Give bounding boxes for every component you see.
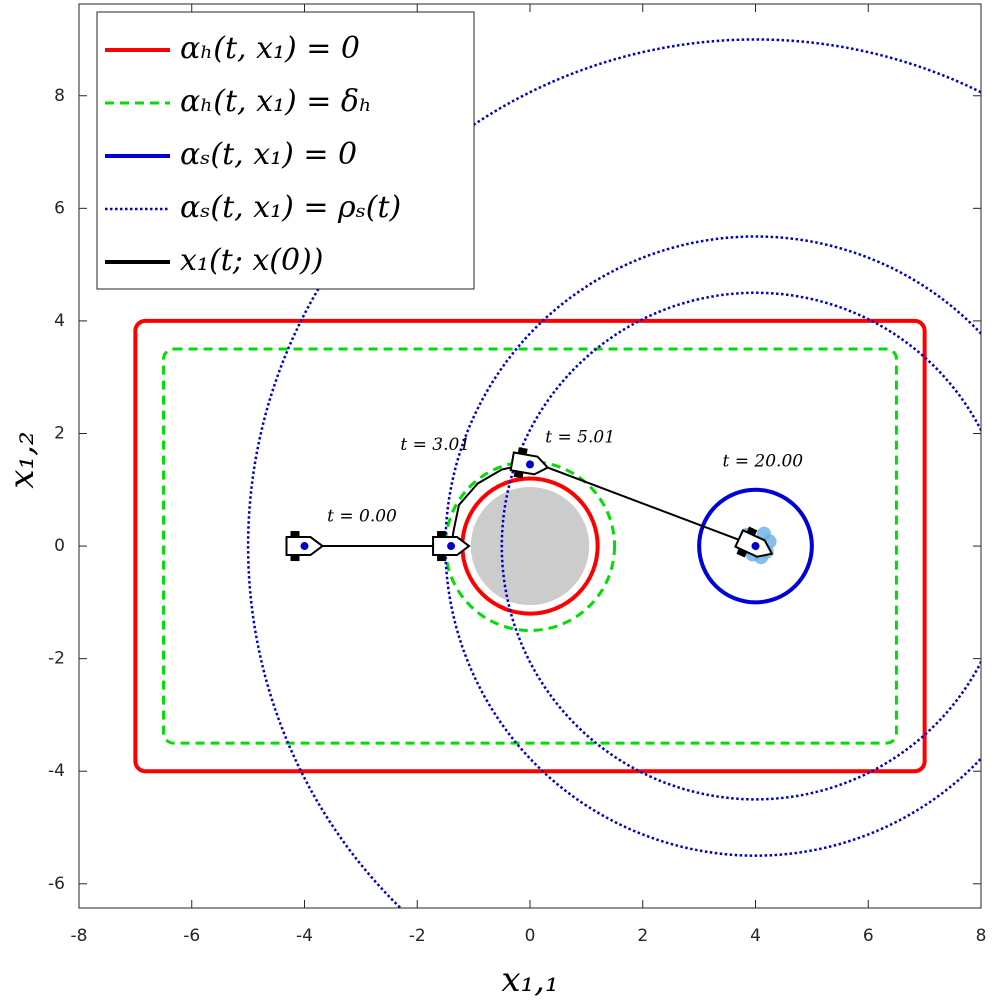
- plot-content: t = 0.00 t = 3.01 t = 5.01 t = 20.00: [133, 38, 981, 908]
- x-tick-label: 0: [525, 926, 536, 946]
- y-tick-label: 6: [54, 198, 65, 218]
- boundary-rect: [133, 318, 927, 774]
- legend-label: αₕ(t, x₁) = 0: [180, 31, 360, 66]
- y-tick-label: 2: [54, 423, 65, 443]
- robot: [285, 531, 325, 562]
- robot-wheel: [513, 470, 524, 479]
- robot-center: [447, 542, 456, 551]
- y-tick-label: 4: [54, 311, 65, 331]
- robot-wheel: [517, 447, 528, 455]
- robot-wheel: [746, 526, 758, 536]
- legend-label: αₕ(t, x₁) = δₕ: [180, 84, 372, 119]
- annotation: t = 3.01: [400, 435, 470, 455]
- robot-wheel: [290, 531, 300, 538]
- legend-label: αₛ(t, x₁) = 0: [180, 137, 357, 172]
- robot-wheel: [736, 548, 748, 558]
- x-tick-label: -8: [71, 926, 88, 946]
- y-tick-label: 8: [54, 86, 65, 106]
- obstacle: [470, 486, 590, 606]
- robot-wheel: [290, 555, 300, 562]
- y-tick-label: -6: [48, 874, 65, 894]
- x-tick-label: 8: [976, 926, 987, 946]
- x-axis-label: x₁,₁: [501, 960, 558, 1000]
- legend-box: [96, 11, 475, 290]
- boundary-circle: [500, 291, 981, 801]
- robot: [734, 526, 774, 558]
- boundary-circle: [697, 487, 814, 605]
- x-tick-label: -2: [409, 926, 426, 946]
- annotation: t = 0.00: [327, 506, 397, 526]
- boundary-rect: [162, 347, 898, 745]
- robot: [509, 447, 550, 479]
- x-tick-label: -6: [183, 926, 200, 946]
- y-axis-label: x₁,₂: [2, 431, 42, 488]
- y-tick-label: -4: [48, 761, 65, 781]
- x-tick-label: 6: [863, 926, 874, 946]
- legend-label: x₁(t; x(0)): [180, 243, 323, 278]
- x-tick-label: 4: [750, 926, 761, 946]
- robot-center: [526, 460, 534, 469]
- x-tick-label: 2: [637, 926, 648, 946]
- x-tick-label: -4: [296, 926, 313, 946]
- annotation: t = 20.00: [723, 452, 804, 472]
- legend-label: αₛ(t, x₁) = ρₛ(t): [180, 190, 401, 225]
- robot: [432, 531, 471, 562]
- robot-wheel: [437, 531, 447, 538]
- boundary-circle: [444, 235, 981, 857]
- y-tick-label: -2: [48, 649, 65, 669]
- robot-center: [751, 542, 760, 551]
- legend: αₕ(t, x₁) = 0 αₕ(t, x₁) = δₕ αₛ(t, x₁) = 0…: [96, 11, 475, 290]
- robot-center: [300, 542, 309, 551]
- annotation: t = 5.01: [545, 427, 615, 447]
- ticks: -8 -6 -4 -2 0 2 4 6 8 -6 -4 -2 0 2 4 6 8: [48, 4, 986, 946]
- robot-wheel: [437, 555, 447, 562]
- y-tick-label: 0: [54, 536, 65, 556]
